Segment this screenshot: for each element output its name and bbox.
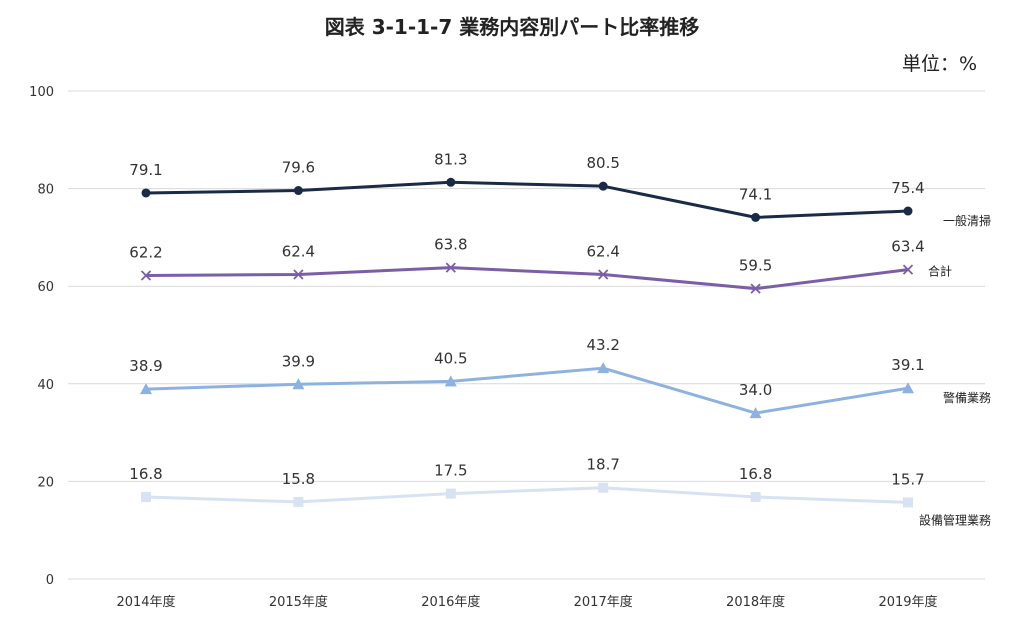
- data-point: [293, 269, 304, 280]
- data-label: 62.4: [282, 242, 315, 260]
- data-label: 34.0: [739, 381, 772, 399]
- data-point: [292, 378, 305, 390]
- y-tick-label: 80: [37, 183, 54, 198]
- data-label: 79.6: [282, 159, 315, 177]
- series-0: 79.1 79.6 81.3 80.5 74.1 75.4 一般清掃: [129, 150, 991, 228]
- series-name-label: 警備業務: [943, 390, 991, 405]
- data-point: [293, 186, 303, 196]
- x-tick-label: 2015年度: [269, 594, 328, 610]
- series-name-label: 合計: [928, 264, 952, 279]
- data-label: 40.5: [434, 349, 467, 367]
- data-label: 75.4: [891, 179, 924, 197]
- data-point: [445, 488, 456, 499]
- y-tick-label: 20: [37, 475, 54, 490]
- data-point: [140, 383, 152, 395]
- data-point: [750, 283, 761, 294]
- data-label: 38.9: [129, 357, 162, 375]
- series-line: [145, 366, 909, 415]
- data-label: 80.5: [586, 154, 619, 172]
- data-label: 39.9: [282, 352, 315, 370]
- y-tick-label: 60: [37, 280, 54, 295]
- unit-label: 単位：%: [902, 53, 977, 75]
- y-tick-label: 0: [46, 573, 54, 588]
- data-point: [598, 181, 608, 191]
- data-point: [446, 177, 456, 187]
- data-label: 16.8: [129, 465, 162, 483]
- data-point: [902, 382, 914, 394]
- data-point: [597, 362, 610, 374]
- data-point: [140, 270, 152, 281]
- data-label: 17.5: [434, 462, 467, 480]
- data-label: 16.8: [739, 465, 772, 483]
- series-name-label: 設備管理業務: [919, 512, 991, 527]
- series-3: 16.8 15.8 17.5 18.7 16.8 15.7 設備管理業務: [129, 456, 991, 528]
- data-point: [751, 212, 761, 222]
- data-point: [902, 264, 914, 275]
- series-name-label: 一般清掃: [943, 213, 991, 228]
- data-point: [598, 269, 609, 280]
- data-label: 43.2: [586, 336, 619, 354]
- data-label: 63.4: [891, 238, 924, 256]
- y-tick-label: 40: [37, 378, 54, 393]
- data-label: 62.2: [129, 243, 162, 261]
- x-tick-label: 2018年度: [726, 594, 785, 610]
- data-label: 79.1: [129, 161, 162, 179]
- x-tick-label: 2017年度: [574, 594, 633, 610]
- data-label: 15.8: [282, 470, 315, 488]
- chart-title: 図表 3-1-1-7 業務内容別パート比率推移: [325, 15, 700, 39]
- axes: 0 20 40 60 80 100 2014年度 2015年度 2016年度 2017年度 2018…: [29, 85, 937, 610]
- data-label: 59.5: [739, 257, 772, 275]
- data-point: [598, 482, 609, 493]
- data-point: [903, 206, 913, 216]
- data-point: [750, 492, 761, 503]
- data-label: 15.7: [891, 470, 924, 488]
- y-tick-label: 100: [29, 85, 54, 100]
- data-point: [141, 188, 151, 198]
- data-point: [444, 375, 457, 387]
- data-label: 74.1: [739, 185, 772, 203]
- x-tick-label: 2014年度: [116, 594, 175, 610]
- data-label: 18.7: [586, 456, 619, 474]
- data-point: [293, 496, 304, 507]
- data-label: 81.3: [434, 150, 467, 168]
- data-point: [903, 497, 913, 508]
- series: 79.1 79.6 81.3 80.5 74.1 75.4 一般清掃 62.2 62.4 63.8…: [129, 150, 991, 527]
- data-point: [445, 262, 456, 273]
- data-label: 62.4: [586, 242, 619, 260]
- data-point: [141, 492, 151, 503]
- x-tick-label: 2016年度: [421, 594, 480, 610]
- series-line: [145, 486, 909, 504]
- data-label: 39.1: [891, 356, 924, 374]
- series-line: [145, 180, 909, 219]
- series-1: 62.2 62.4 63.8 62.4 59.5 63.4 合計: [129, 236, 952, 294]
- x-tick-label: 2019年度: [878, 594, 937, 610]
- series-line: [145, 266, 909, 291]
- data-point: [749, 407, 762, 419]
- data-label: 63.8: [434, 236, 467, 254]
- series-2: 38.9 39.9 40.5 43.2 34.0 39.1 警備業務: [129, 336, 991, 419]
- grid: [68, 90, 985, 580]
